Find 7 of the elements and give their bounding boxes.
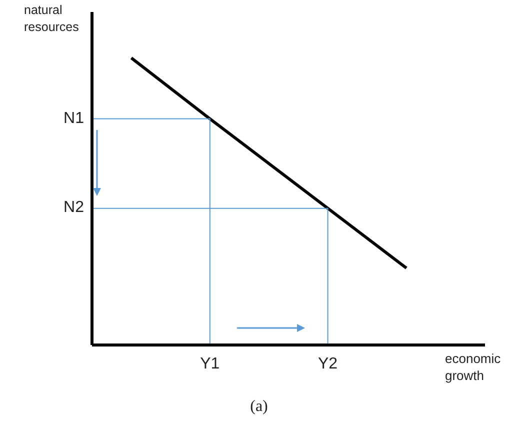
x-tick-label: Y1 <box>200 355 220 372</box>
x-tick-label: Y2 <box>318 355 338 372</box>
x-axis-title: economic growth <box>445 350 502 384</box>
text: N2 <box>62 198 84 218</box>
text: N1 <box>62 108 84 129</box>
text: (a) <box>249 398 269 416</box>
y-axis-title: natural resources <box>24 2 80 36</box>
